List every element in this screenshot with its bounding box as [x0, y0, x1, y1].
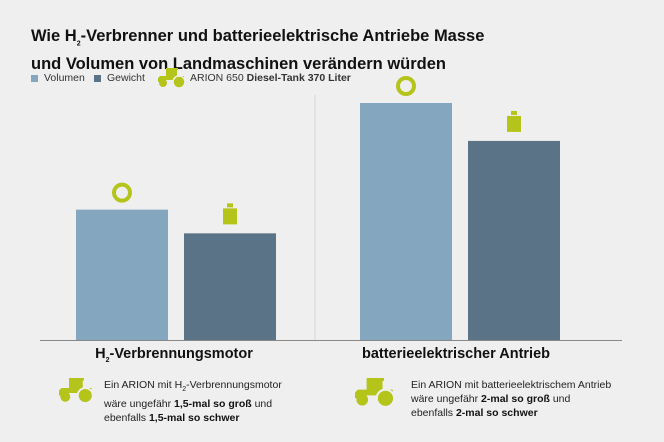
legend-tractor-bold: Diesel-Tank 370 Liter [246, 72, 351, 84]
note-battery: Ein ARION mit batterieelektrischem Antri… [411, 378, 611, 420]
tractor-icon-h2 [58, 377, 94, 404]
t: ebenfalls [104, 412, 149, 425]
note-h2: Ein ARION mit H2-Verbrennungsmotor wäre … [104, 378, 282, 425]
t: Ein ARION mit batterieelektrischem Antri… [411, 379, 612, 391]
bar-gewicht-0 [184, 233, 276, 340]
t: 1,5-mal so groß [174, 398, 252, 411]
chart-title: Wie H2-Verbrenner und batterieelektrisch… [31, 26, 501, 74]
volume-circle-icon [396, 76, 416, 96]
t: -Verbrennungsmotor [186, 379, 282, 391]
t: Ein ARION mit H [104, 379, 183, 391]
legend-tractor: ARION 650 Diesel-Tank 370 Liter [190, 72, 351, 84]
bar-gewicht-1 [468, 140, 560, 340]
t: ebenfalls [411, 407, 456, 419]
t: wäre ungefähr [104, 398, 175, 411]
t: 1,5-mal so schwer [148, 412, 240, 425]
weight-icon [507, 115, 521, 132]
bar-volumen-0 [76, 209, 168, 340]
t: und [549, 393, 571, 405]
legend-tractor-icon [157, 67, 186, 89]
t: 2-mal so groß [481, 393, 550, 405]
cat-b: -Verbrennungsmotor [109, 346, 253, 362]
t: wäre ungefähr [411, 393, 482, 405]
legend-gewicht-label: Gewicht [107, 72, 145, 84]
legend-gewicht: Gewicht [94, 72, 145, 84]
volumen-swatch [31, 74, 38, 82]
category-label-h2: H2-Verbrennungsmotor [54, 346, 294, 364]
legend-volumen-label: Volumen [44, 72, 85, 84]
volume-circle-icon [112, 182, 132, 203]
title-b: -Verbrenner und batterieelektrische Antr… [31, 27, 485, 74]
gewicht-swatch [94, 74, 101, 82]
t: und [251, 398, 273, 411]
title-a: Wie H [31, 27, 77, 45]
legend-tractor-label: ARION 650 [190, 72, 244, 84]
cat-a: H [95, 346, 106, 362]
legend-volumen: Volumen [31, 72, 85, 84]
cat-sub: 2 [105, 356, 110, 364]
category-label-battery: batterieelektrischer Antrieb [361, 346, 551, 362]
weight-icon-top [511, 110, 517, 115]
tractor-icon-battery [353, 376, 396, 409]
weight-icon-top [227, 203, 233, 208]
weight-icon [223, 208, 237, 225]
t: 2 [182, 386, 187, 394]
t: 2-mal so schwer [455, 407, 538, 419]
bar-volumen-1 [360, 103, 452, 340]
title-sub: 2 [76, 40, 81, 48]
